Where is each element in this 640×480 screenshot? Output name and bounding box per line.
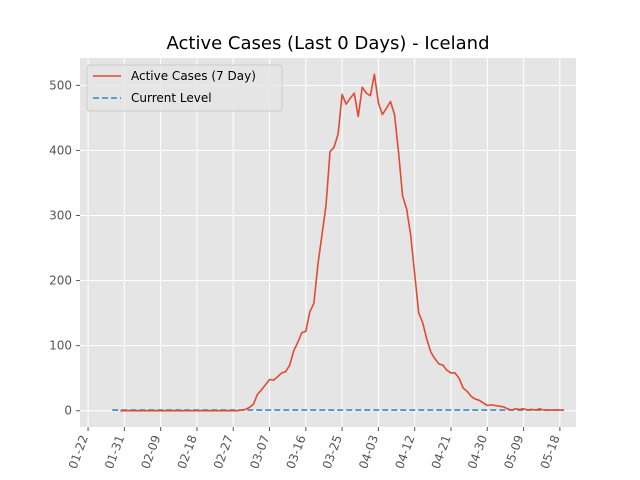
x-tick-label: 04-21 — [429, 433, 454, 471]
x-tick-label: 02-09 — [138, 433, 163, 471]
x-tick-label: 01-22 — [66, 433, 91, 471]
series-layer — [112, 73, 564, 412]
y-tick-label: 0 — [64, 404, 72, 418]
x-tick-label: 01-31 — [102, 433, 127, 471]
x-tick-label: 03-16 — [284, 433, 309, 471]
y-axis: 0 100 200 300 400 500 — [49, 78, 80, 418]
x-tick-label: 04-03 — [356, 433, 381, 471]
x-tick-label: 05-18 — [538, 433, 563, 471]
x-axis: 01-22 01-31 02-09 02-18 02-27 03-07 03-16 03-25… — [66, 427, 563, 471]
x-tick-label: 03-07 — [247, 433, 272, 471]
y-tick-label: 500 — [49, 78, 72, 92]
x-tick-label: 02-27 — [211, 433, 236, 471]
x-tick-label: 04-30 — [465, 433, 490, 471]
y-tick-label: 400 — [49, 143, 72, 157]
chart-title: Active Cases (Last 0 Days) - Iceland — [167, 33, 490, 54]
plot-area — [80, 58, 576, 427]
x-tick-label: 03-25 — [320, 433, 345, 471]
series-line-active-cases-7-day — [120, 73, 564, 412]
y-tick-label: 100 — [49, 339, 72, 353]
y-tick-label: 300 — [49, 208, 72, 222]
x-tick-label: 04-12 — [392, 433, 417, 471]
legend: Active Cases (7 Day) Current Level — [86, 64, 283, 112]
legend-label-current-level: Current Level — [131, 91, 212, 105]
legend-box — [86, 64, 283, 112]
x-tick-label: 02-18 — [175, 433, 200, 471]
x-tick-label: 05-09 — [501, 433, 526, 471]
legend-label-active-cases: Active Cases (7 Day) — [131, 69, 256, 83]
y-tick-label: 200 — [49, 274, 72, 288]
